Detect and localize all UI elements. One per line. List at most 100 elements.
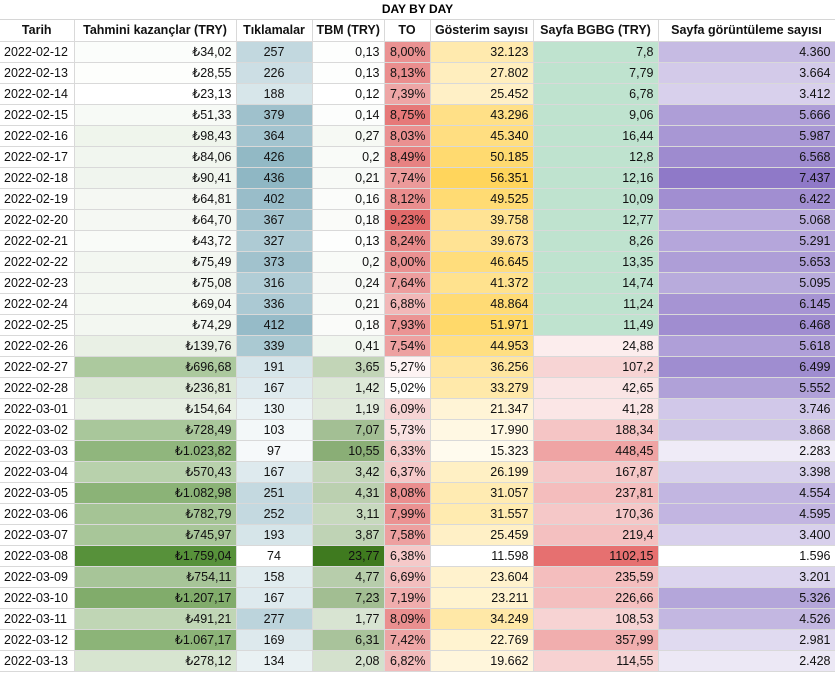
cell-date[interactable]: 2022-02-23 (0, 272, 75, 294)
cell-cpc[interactable]: 0,14 (312, 104, 385, 126)
cell-page-rpm[interactable]: 219,4 (533, 524, 659, 546)
cell-date[interactable]: 2022-03-11 (0, 608, 75, 630)
cell-earnings[interactable]: ₺754,11 (74, 566, 237, 588)
cell-date[interactable]: 2022-03-06 (0, 503, 75, 525)
cell-date[interactable]: 2022-02-24 (0, 293, 75, 315)
cell-date[interactable]: 2022-03-13 (0, 650, 75, 672)
cell-earnings[interactable]: ₺23,13 (74, 83, 237, 105)
cell-pageviews[interactable]: 6.422 (658, 188, 835, 210)
cell-pageviews[interactable]: 4.360 (658, 41, 835, 63)
cell-page-rpm[interactable]: 11,49 (533, 314, 659, 336)
cell-date[interactable]: 2022-03-04 (0, 461, 75, 483)
cell-page-rpm[interactable]: 167,87 (533, 461, 659, 483)
cell-earnings[interactable]: ₺69,04 (74, 293, 237, 315)
cell-ctr[interactable]: 9,23% (384, 209, 431, 231)
cell-date[interactable]: 2022-03-08 (0, 545, 75, 567)
cell-clicks[interactable]: 134 (236, 650, 313, 672)
cell-ctr[interactable]: 8,49% (384, 146, 431, 168)
cell-ctr[interactable]: 6,37% (384, 461, 431, 483)
cell-ctr[interactable]: 8,24% (384, 230, 431, 252)
cell-impressions[interactable]: 43.296 (430, 104, 534, 126)
cell-impressions[interactable]: 46.645 (430, 251, 534, 273)
cell-clicks[interactable]: 188 (236, 83, 313, 105)
cell-clicks[interactable]: 169 (236, 629, 313, 651)
cell-ctr[interactable]: 8,09% (384, 608, 431, 630)
cell-page-rpm[interactable]: 41,28 (533, 398, 659, 420)
cell-ctr[interactable]: 8,13% (384, 62, 431, 84)
header-date[interactable]: Tarih (0, 20, 75, 42)
cell-clicks[interactable]: 436 (236, 167, 313, 189)
cell-pageviews[interactable]: 4.554 (658, 482, 835, 504)
cell-impressions[interactable]: 34.249 (430, 608, 534, 630)
cell-clicks[interactable]: 252 (236, 503, 313, 525)
header-clicks[interactable]: Tıklamalar (236, 20, 313, 42)
cell-ctr[interactable]: 7,99% (384, 503, 431, 525)
cell-clicks[interactable]: 402 (236, 188, 313, 210)
cell-cpc[interactable]: 0,41 (312, 335, 385, 357)
cell-ctr[interactable]: 8,75% (384, 104, 431, 126)
cell-pageviews[interactable]: 5.653 (658, 251, 835, 273)
cell-cpc[interactable]: 2,08 (312, 650, 385, 672)
cell-cpc[interactable]: 3,87 (312, 524, 385, 546)
cell-date[interactable]: 2022-02-25 (0, 314, 75, 336)
cell-earnings[interactable]: ₺90,41 (74, 167, 237, 189)
cell-earnings[interactable]: ₺75,08 (74, 272, 237, 294)
cell-ctr[interactable]: 5,73% (384, 419, 431, 441)
cell-impressions[interactable]: 36.256 (430, 356, 534, 378)
cell-page-rpm[interactable]: 24,88 (533, 335, 659, 357)
cell-ctr[interactable]: 6,38% (384, 545, 431, 567)
cell-date[interactable]: 2022-02-18 (0, 167, 75, 189)
cell-impressions[interactable]: 51.971 (430, 314, 534, 336)
cell-impressions[interactable]: 15.323 (430, 440, 534, 462)
cell-clicks[interactable]: 97 (236, 440, 313, 462)
cell-cpc[interactable]: 4,77 (312, 566, 385, 588)
cell-pageviews[interactable]: 1.596 (658, 545, 835, 567)
cell-impressions[interactable]: 31.057 (430, 482, 534, 504)
cell-earnings[interactable]: ₺34,02 (74, 41, 237, 63)
cell-page-rpm[interactable]: 1102,15 (533, 545, 659, 567)
cell-pageviews[interactable]: 3.412 (658, 83, 835, 105)
cell-impressions[interactable]: 22.769 (430, 629, 534, 651)
cell-clicks[interactable]: 226 (236, 62, 313, 84)
cell-page-rpm[interactable]: 170,36 (533, 503, 659, 525)
cell-pageviews[interactable]: 5.326 (658, 587, 835, 609)
cell-pageviews[interactable]: 4.526 (658, 608, 835, 630)
cell-date[interactable]: 2022-02-12 (0, 41, 75, 63)
cell-page-rpm[interactable]: 188,34 (533, 419, 659, 441)
cell-cpc[interactable]: 0,13 (312, 62, 385, 84)
cell-page-rpm[interactable]: 114,55 (533, 650, 659, 672)
cell-page-rpm[interactable]: 108,53 (533, 608, 659, 630)
cell-cpc[interactable]: 1,77 (312, 608, 385, 630)
cell-ctr[interactable]: 7,58% (384, 524, 431, 546)
cell-ctr[interactable]: 6,33% (384, 440, 431, 462)
cell-clicks[interactable]: 379 (236, 104, 313, 126)
cell-page-rpm[interactable]: 12,77 (533, 209, 659, 231)
cell-date[interactable]: 2022-03-10 (0, 587, 75, 609)
cell-clicks[interactable]: 167 (236, 587, 313, 609)
cell-ctr[interactable]: 7,54% (384, 335, 431, 357)
cell-date[interactable]: 2022-03-12 (0, 629, 75, 651)
cell-cpc[interactable]: 7,23 (312, 587, 385, 609)
cell-pageviews[interactable]: 3.664 (658, 62, 835, 84)
header-cpc[interactable]: TBM (TRY) (312, 20, 385, 42)
cell-ctr[interactable]: 5,02% (384, 377, 431, 399)
cell-clicks[interactable]: 426 (236, 146, 313, 168)
cell-cpc[interactable]: 3,11 (312, 503, 385, 525)
cell-impressions[interactable]: 56.351 (430, 167, 534, 189)
cell-date[interactable]: 2022-02-28 (0, 377, 75, 399)
cell-date[interactable]: 2022-02-15 (0, 104, 75, 126)
cell-date[interactable]: 2022-03-01 (0, 398, 75, 420)
cell-earnings[interactable]: ₺43,72 (74, 230, 237, 252)
cell-page-rpm[interactable]: 9,06 (533, 104, 659, 126)
cell-earnings[interactable]: ₺1.067,17 (74, 629, 237, 651)
cell-impressions[interactable]: 32.123 (430, 41, 534, 63)
cell-cpc[interactable]: 0,16 (312, 188, 385, 210)
cell-cpc[interactable]: 0,12 (312, 83, 385, 105)
cell-page-rpm[interactable]: 357,99 (533, 629, 659, 651)
cell-cpc[interactable]: 3,42 (312, 461, 385, 483)
cell-page-rpm[interactable]: 8,26 (533, 230, 659, 252)
cell-ctr[interactable]: 7,93% (384, 314, 431, 336)
cell-pageviews[interactable]: 6.468 (658, 314, 835, 336)
cell-impressions[interactable]: 27.802 (430, 62, 534, 84)
cell-cpc[interactable]: 3,65 (312, 356, 385, 378)
